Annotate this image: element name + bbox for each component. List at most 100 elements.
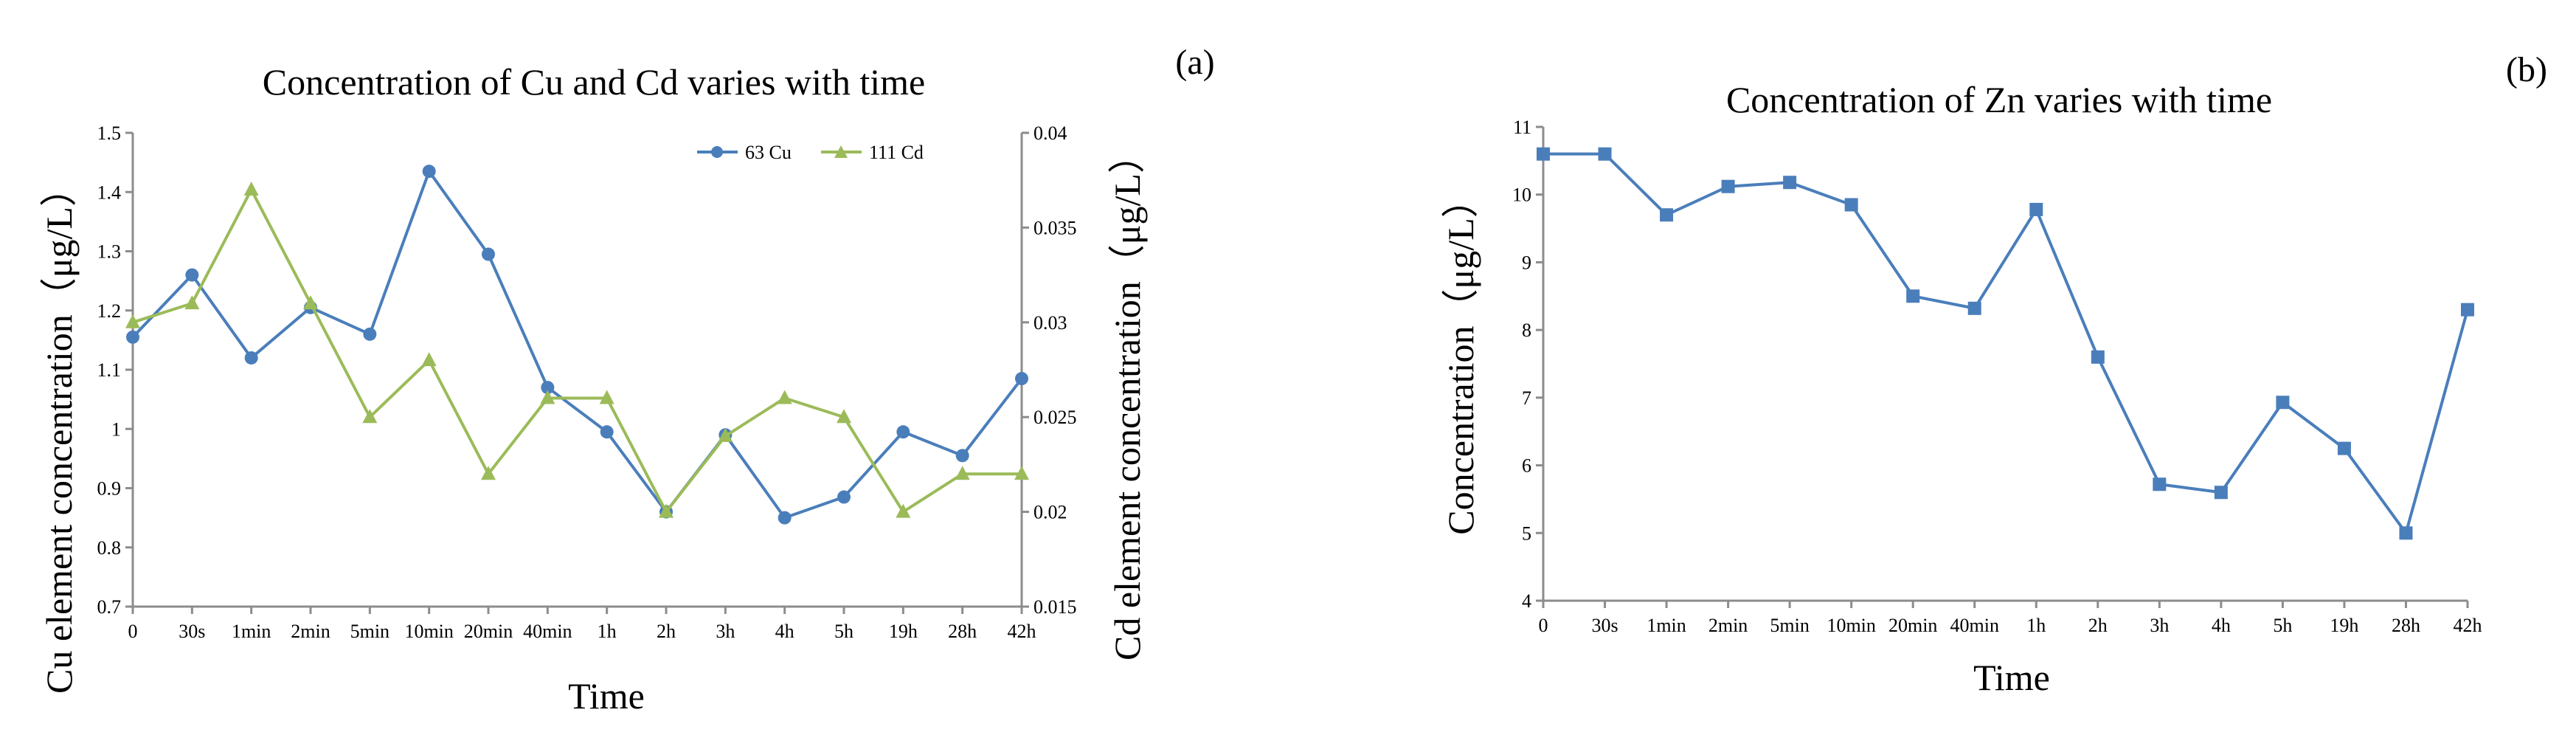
chart-a-series-111-cd-point: [362, 409, 378, 424]
chart-a-xtick-label: 0: [128, 621, 138, 642]
chart-b-xtick-label: 42h: [2454, 615, 2482, 636]
chart-b-ylabel: Concentration（μg/L）: [1440, 181, 1481, 535]
chart-a-series-63-cu-point: [600, 425, 614, 439]
chart-b-title: Concentration of Zn varies with time: [1726, 79, 2272, 120]
chart-a-ytick-label: 1.3: [97, 241, 122, 263]
chart-a-series-111-cd-point: [777, 390, 792, 404]
chart-b-ytick-label: 11: [1513, 117, 1531, 138]
chart-a-ylabel: Cu element concentration（μg/L）: [38, 170, 80, 694]
chart-a-xtick-label: 19h: [889, 621, 918, 642]
chart-a-xtick-label: 4h: [775, 621, 794, 642]
chart-b-series-zn-point: [2399, 526, 2413, 540]
chart-a-series-63-cu-point: [244, 351, 258, 365]
chart-a-series-63-cu-point: [1015, 372, 1028, 386]
chart-a-y2tick-label: 0.03: [1033, 312, 1067, 334]
chart-a-series-63-cu-point: [778, 511, 792, 525]
chart-b-xtick-label: 40min: [1950, 615, 1999, 636]
chart-a-y2tick-label: 0.035: [1033, 217, 1077, 238]
chart-a-xtick-label: 40min: [523, 621, 572, 642]
chart-a-xtick-label: 28h: [948, 621, 977, 642]
chart-a-title: Concentration of Cu and Cd varies with t…: [263, 61, 925, 103]
chart-a-series-111-cd-point: [599, 390, 614, 404]
chart-a-series-111-cd-point: [421, 352, 437, 367]
chart-a-series-111-cd-point: [955, 466, 970, 480]
legend-cu-marker: [711, 146, 723, 158]
chart-b-series-zn-point: [1660, 208, 1674, 222]
chart-a-ytick-label: 1.2: [97, 300, 122, 322]
chart-a-xtick-label: 10min: [404, 621, 453, 642]
chart-b-xtick-label: 30s: [1591, 615, 1618, 636]
chart-a-xtick-label: 2min: [291, 621, 330, 642]
chart-b-ytick-label: 6: [1522, 455, 1531, 477]
chart-a-series-111-cd-point: [125, 314, 140, 328]
legend-cd-marker: [834, 145, 848, 158]
chart-b-series-zn-point: [1537, 147, 1550, 161]
chart-a-y2tick-label: 0.025: [1033, 407, 1077, 428]
chart-b-series-zn-point: [2214, 486, 2228, 500]
chart-b-xtick-label: 3h: [2150, 615, 2169, 636]
chart-b-xtick-label: 4h: [2212, 615, 2231, 636]
chart-b-series-zn-point: [2461, 303, 2474, 317]
chart-a-ytick-label: 1.5: [97, 122, 122, 144]
chart-b-series-zn-point: [2337, 441, 2351, 455]
chart-a-ytick-label: 1.1: [97, 359, 122, 381]
chart-b-series-zn-point: [2029, 202, 2043, 216]
legend-cu-label: 63 Cu: [745, 142, 792, 163]
chart-b-series-zn-point: [1967, 301, 1981, 315]
chart-a-series-111-cd-point: [481, 466, 496, 480]
chart-b-xtick-label: 10min: [1827, 615, 1875, 636]
chart-b-series-zn-line: [1543, 152, 2469, 535]
chart-a-xtick-label: 42h: [1008, 621, 1036, 642]
chart-b-xtick-label: 5min: [1770, 615, 1809, 636]
chart-a-xtick-label: 5h: [834, 621, 854, 642]
chart-b-xlabel: Time: [1973, 657, 2050, 698]
chart-a-series-111-cd-point: [718, 427, 733, 442]
chart-b-xtick-label: 1h: [2026, 615, 2046, 636]
chart-a-series-63-cu-point: [955, 449, 969, 463]
chart-a-series-111-cd-point: [243, 182, 259, 196]
chart-a-series-111-cd-point: [896, 503, 911, 518]
chart-b-xtick-label: 0: [1539, 615, 1548, 636]
chart-b-series-zn-point: [2091, 350, 2105, 364]
chart-a-series-63-cu-point: [126, 330, 139, 344]
chart-b-xtick-label: 5h: [2273, 615, 2292, 636]
chart-b-xtick-label: 2h: [2088, 615, 2108, 636]
chart-a-xtick-label: 1h: [598, 621, 617, 642]
chart-a-series-63-cu-point: [896, 425, 910, 439]
chart-a-series-111-cd-line: [132, 188, 1022, 514]
chart-a-y2label: Cd element concentration（μg/L）: [1107, 137, 1148, 660]
chart-b-series-zn-point: [1721, 179, 1735, 193]
chart-a-series-63-cu-point: [837, 490, 851, 504]
legend-cd-label: 111 Cd: [869, 142, 924, 163]
chart-a-series-111-cd-point: [184, 295, 200, 310]
chart-a-xtick-label: 20min: [464, 621, 513, 642]
chart-a-xtick-label: 3h: [716, 621, 735, 642]
chart-a-ytick-label: 0.9: [97, 478, 122, 500]
chart-a-series-111-cd-point: [303, 295, 318, 310]
chart-a-series-63-cu-line: [131, 170, 1023, 520]
chart-a-series-63-cu-point: [363, 327, 377, 341]
chart-b-xtick-label: 28h: [2392, 615, 2420, 636]
chart-a-series-111-cd-point: [540, 390, 555, 404]
chart-a-series-111-cd-point: [1014, 466, 1029, 480]
chart-b-panel-label: (b): [2506, 50, 2547, 89]
chart-b-xtick-label: 2min: [1708, 615, 1748, 636]
chart-b-ytick-label: 9: [1522, 252, 1531, 273]
chart-a-panel-label: (a): [1175, 43, 1214, 82]
chart-b-ytick-label: 5: [1522, 522, 1531, 544]
chart-a-ytick-label: 1.4: [97, 182, 122, 203]
chart-b-ytick-label: 7: [1522, 387, 1531, 409]
chart-a-y2tick-label: 0.02: [1033, 502, 1067, 523]
chart-b-xtick-label: 19h: [2330, 615, 2358, 636]
chart-a-xtick-label: 5min: [350, 621, 389, 642]
chart-b-xtick-label: 1min: [1647, 615, 1686, 636]
chart-a-series-63-cu-point: [185, 268, 199, 282]
chart-a-xtick-label: 30s: [179, 621, 205, 642]
chart-b-xtick-label: 20min: [1888, 615, 1937, 636]
chart-a-series-63-cu-point: [541, 381, 555, 395]
chart-b-series-zn-point: [2153, 477, 2167, 491]
chart-a-ytick-label: 0.7: [97, 596, 122, 618]
chart-a-y2tick-label: 0.015: [1033, 596, 1077, 618]
chart-b-ytick-label: 4: [1522, 590, 1531, 612]
